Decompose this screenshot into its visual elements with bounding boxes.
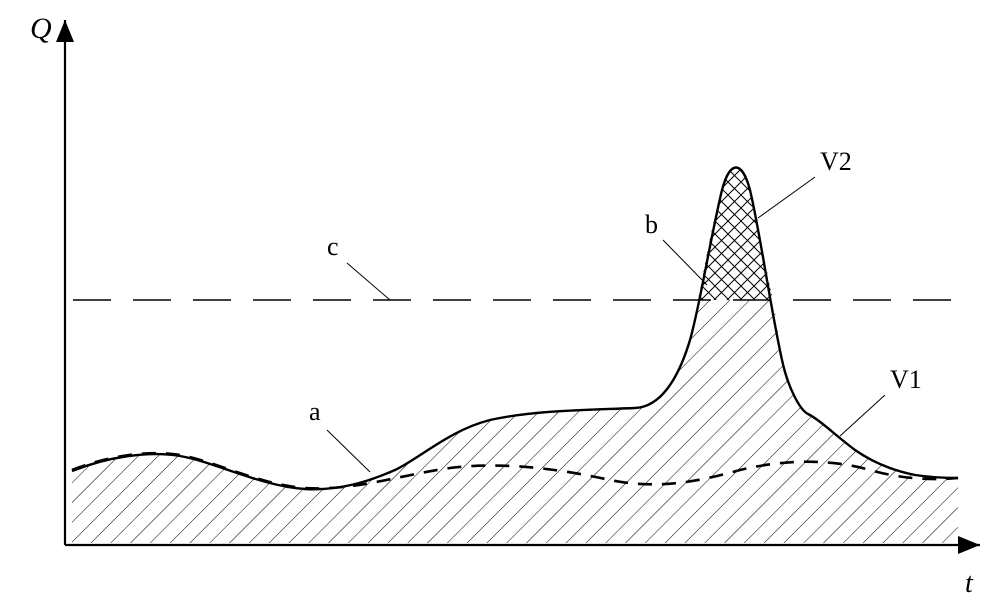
callout-label-V1: V1 xyxy=(890,365,922,394)
callout-leader-V1 xyxy=(840,395,885,436)
callout-leader-c xyxy=(347,263,390,300)
callout-label-a: a xyxy=(309,397,321,426)
callout-label-c: c xyxy=(327,232,339,261)
axis-x-label: t xyxy=(965,568,974,599)
region-v1 xyxy=(72,300,958,543)
axis-y-label: Q xyxy=(30,12,52,45)
callout-leader-a xyxy=(327,430,370,472)
arrow-x-icon xyxy=(958,536,980,554)
region-v2 xyxy=(698,168,773,301)
callout-leader-V2 xyxy=(758,177,815,218)
arrow-y-icon xyxy=(56,20,74,42)
callout-leader-b xyxy=(663,240,707,285)
callout-label-b: b xyxy=(645,210,658,239)
callout-label-V2: V2 xyxy=(820,147,852,176)
